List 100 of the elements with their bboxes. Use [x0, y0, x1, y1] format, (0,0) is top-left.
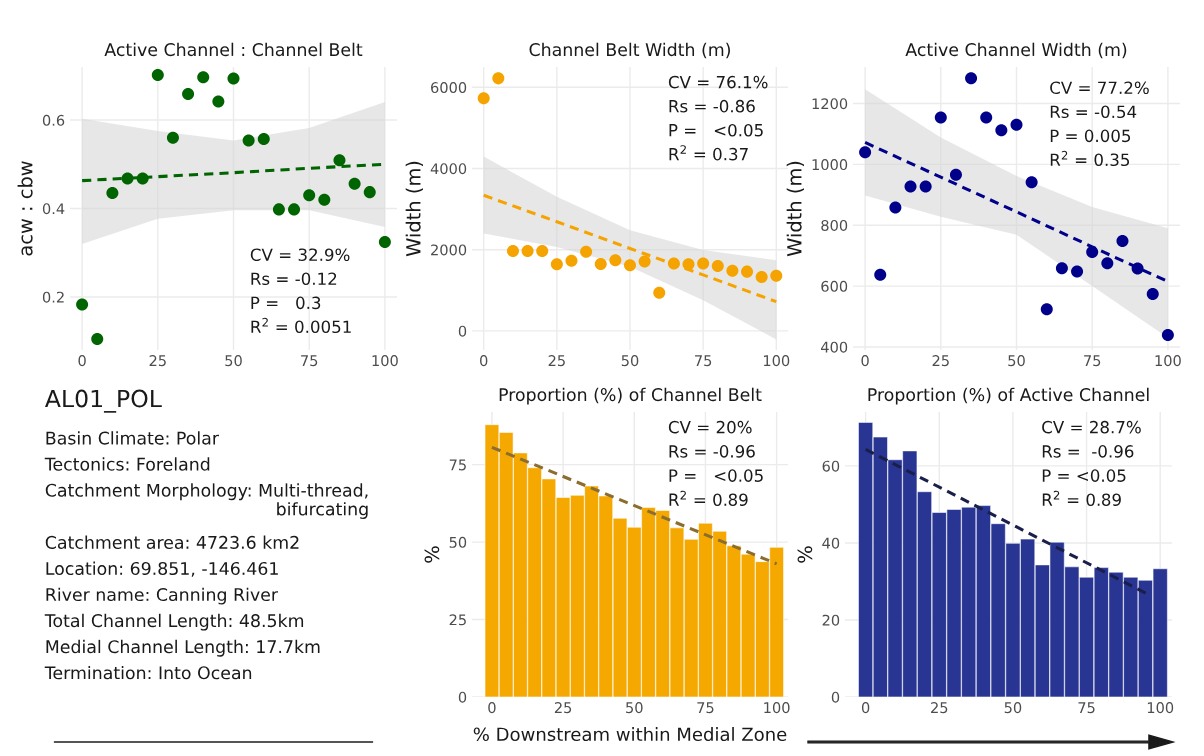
point	[949, 168, 962, 181]
point	[242, 134, 255, 147]
point	[151, 68, 164, 81]
y-axis-title: %	[797, 546, 813, 563]
y-tick-label: 2000	[431, 244, 467, 256]
annotation: P = 0.3	[251, 296, 321, 310]
y-tick-label: 1000	[812, 159, 848, 171]
point	[91, 332, 104, 345]
point	[106, 187, 119, 200]
annotation: P = 0.005	[1050, 129, 1131, 143]
y-tick-label: 60	[822, 460, 840, 472]
x-tick-label: 100	[1155, 355, 1181, 367]
x-tick-label: 100	[764, 702, 790, 714]
x-tick-label: 50	[626, 702, 643, 714]
x-tick-label: 50	[1004, 702, 1022, 714]
x-tick-label: 100	[372, 355, 398, 367]
point	[1146, 287, 1159, 301]
point	[726, 264, 739, 277]
x-tick-label: 75	[1084, 355, 1101, 367]
y-tick-label: 40	[822, 537, 840, 549]
chart-title: Proportion (%) of Active Channel	[868, 387, 1149, 405]
point	[934, 111, 947, 124]
point	[333, 154, 346, 167]
y-tick-label: 75	[449, 459, 466, 471]
y-tick-label: 1200	[812, 98, 848, 110]
point	[965, 72, 978, 85]
annotation: R$^{2}$ = 0.89	[669, 490, 748, 506]
point	[536, 244, 549, 257]
point	[257, 133, 270, 146]
point	[166, 131, 179, 144]
annotation: CV = 32.9%	[250, 248, 350, 262]
chart-title: Channel Belt Width (m)	[529, 42, 730, 59]
y-tick-label: 600	[821, 280, 848, 292]
annotation: R$^{2}$ = 0.89	[1042, 490, 1121, 506]
point	[711, 259, 724, 272]
point	[1071, 265, 1084, 278]
annotation: P = <0.05	[669, 123, 763, 137]
x-tick-label: 50	[1008, 355, 1025, 367]
x-tick-label: 0	[861, 702, 870, 714]
point	[609, 254, 622, 267]
text: Medial Channel Length: 17.7km	[46, 639, 320, 657]
y-tick-label: 20	[822, 614, 840, 626]
point	[303, 189, 316, 202]
text: Tectonics: Foreland	[44, 457, 210, 471]
annotation: Rs = -0.12	[251, 272, 337, 286]
point	[995, 124, 1008, 137]
x-tick-label: 0	[480, 355, 488, 367]
annotation: P = <0.05	[669, 469, 763, 482]
annotation: Rs = -0.54	[1050, 105, 1137, 119]
text: AL01_POL	[44, 389, 162, 413]
point	[506, 244, 519, 257]
annotation: R$^{2}$ = 0.37	[669, 145, 748, 161]
y-axis-title: Width (m)	[405, 161, 423, 257]
x-tick-label: 25	[932, 355, 949, 367]
point	[741, 265, 754, 278]
point	[980, 111, 993, 124]
point	[212, 95, 225, 108]
point	[594, 257, 607, 270]
point	[1161, 329, 1174, 342]
point	[697, 257, 710, 270]
point	[1116, 235, 1129, 248]
y-tick-label: 400	[821, 341, 848, 353]
y-tick-label: 800	[821, 219, 848, 231]
x-tick-label: 25	[931, 702, 948, 714]
text: River name: Canning River	[46, 587, 279, 605]
text: Location: 69.851, -146.461	[46, 561, 278, 577]
annotation: P = <0.05	[1042, 469, 1126, 482]
point	[919, 180, 932, 193]
text: Basin Climate: Polar	[46, 431, 219, 445]
x-tick-label: 0	[78, 355, 86, 367]
point	[859, 146, 872, 159]
text: Catchment area: 4723.6 km2	[45, 535, 299, 549]
point	[889, 201, 902, 214]
x-tick-label: 50	[225, 355, 242, 367]
point	[580, 245, 593, 258]
chart-title: Active Channel Width (m)	[905, 42, 1127, 59]
y-tick-label: 6000	[431, 82, 467, 94]
annotation: R$^{2}$ = 0.0051	[251, 317, 351, 334]
x-tick-label: 75	[301, 355, 318, 367]
chart-title: Active Channel : Channel Belt	[104, 42, 363, 57]
x-tick-label: 75	[697, 702, 714, 714]
y-axis-title: %	[424, 546, 440, 563]
point	[227, 72, 240, 85]
point	[755, 270, 768, 283]
point	[477, 92, 490, 105]
x-axis-title: % Downstream within Medial Zone	[473, 727, 787, 742]
x-tick-label: 25	[554, 702, 572, 714]
y-axis-title: Width (m)	[786, 161, 804, 257]
y-tick-label: 0	[458, 325, 467, 337]
annotation: R$^{2}$ = 0.35	[1050, 150, 1130, 167]
point	[1040, 303, 1053, 316]
y-tick-label: 50	[449, 536, 467, 548]
x-tick-label: 0	[488, 702, 496, 714]
point	[1025, 176, 1038, 189]
point	[1010, 118, 1023, 131]
text: Total Channel Length: 48.5km	[44, 613, 304, 631]
point	[348, 177, 361, 190]
annotation: CV = 20%	[668, 420, 752, 434]
y-tick-label: 4000	[430, 163, 467, 175]
text: Catchment Morphology: Multi-thread, bifurcating	[45, 483, 368, 519]
